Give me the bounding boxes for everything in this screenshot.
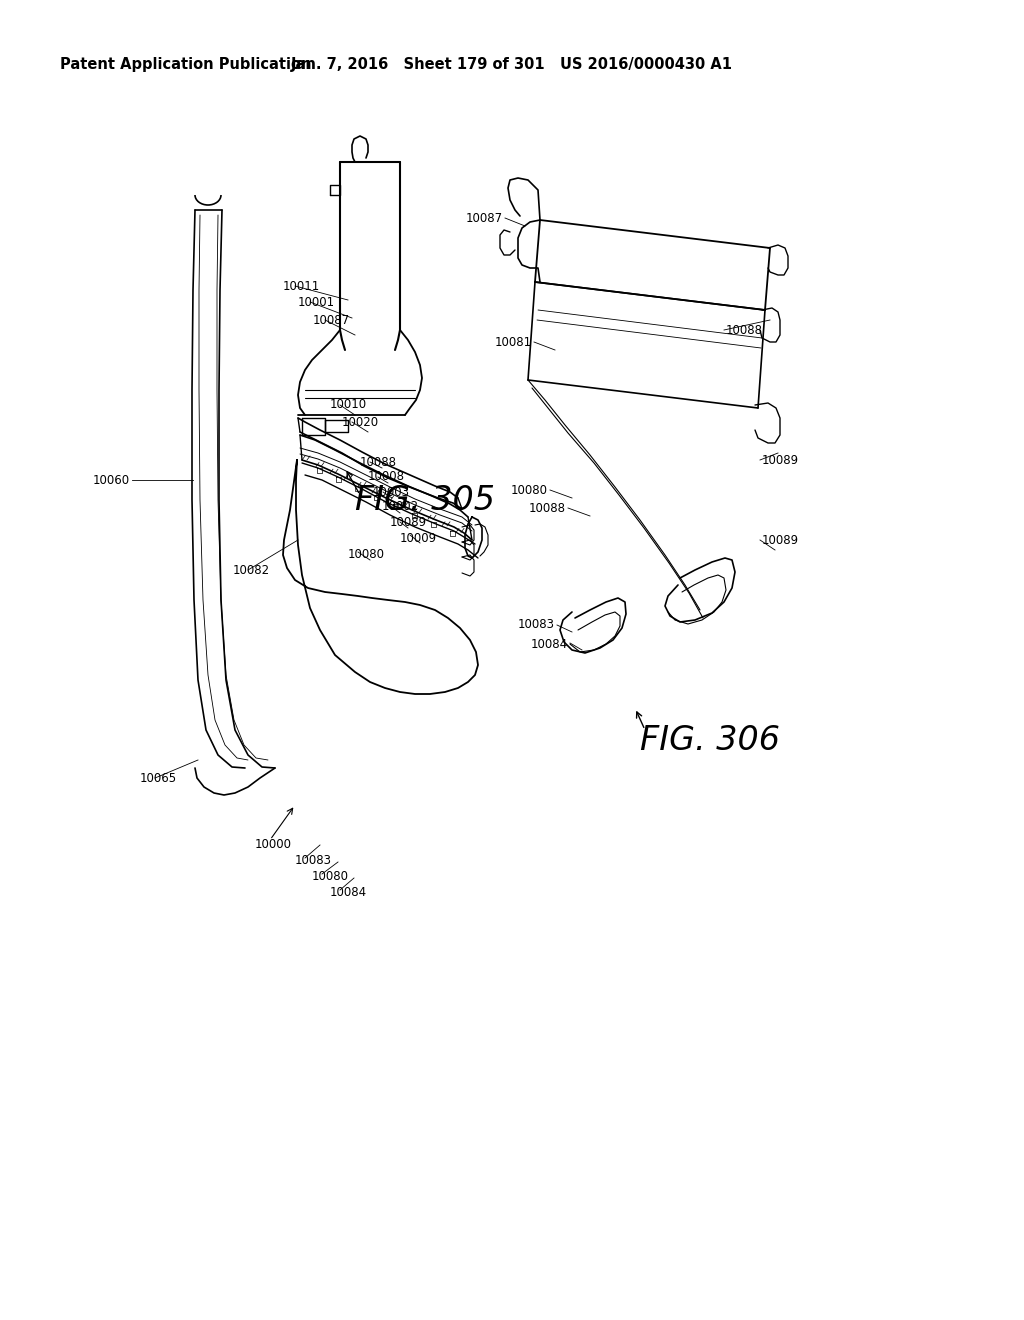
Text: FIG. 306: FIG. 306 <box>640 723 780 756</box>
Text: Jan. 7, 2016   Sheet 179 of 301   US 2016/0000430 A1: Jan. 7, 2016 Sheet 179 of 301 US 2016/00… <box>291 58 733 73</box>
Text: Patent Application Publication: Patent Application Publication <box>60 58 311 73</box>
Text: 10089: 10089 <box>390 516 427 528</box>
Text: 10002: 10002 <box>382 500 419 513</box>
Text: 10087: 10087 <box>313 314 350 326</box>
Text: 10089: 10089 <box>762 533 799 546</box>
Text: 10060: 10060 <box>93 474 130 487</box>
Text: 10083: 10083 <box>518 619 555 631</box>
Text: 10003: 10003 <box>373 486 410 499</box>
Text: 10081: 10081 <box>495 335 532 348</box>
Text: 10084: 10084 <box>330 886 368 899</box>
Text: 10088: 10088 <box>360 455 397 469</box>
Text: 10000: 10000 <box>255 838 292 851</box>
Text: 10082: 10082 <box>233 564 270 577</box>
Text: 10089: 10089 <box>762 454 799 466</box>
Text: 10084: 10084 <box>530 639 568 652</box>
Text: 10087: 10087 <box>466 211 503 224</box>
Text: 10088: 10088 <box>726 323 763 337</box>
Text: 10008: 10008 <box>368 470 406 483</box>
Text: 10088: 10088 <box>529 502 566 515</box>
Text: 10080: 10080 <box>511 483 548 496</box>
Text: 10080: 10080 <box>312 870 349 883</box>
Text: FIG. 305: FIG. 305 <box>355 483 495 516</box>
Text: 10083: 10083 <box>295 854 332 866</box>
Text: 10009: 10009 <box>400 532 437 544</box>
Text: 10065: 10065 <box>140 771 177 784</box>
Text: 10080: 10080 <box>348 549 385 561</box>
Text: 10011: 10011 <box>283 280 321 293</box>
Text: 10010: 10010 <box>330 399 368 412</box>
Text: 10001: 10001 <box>298 296 335 309</box>
Text: 10020: 10020 <box>342 416 379 429</box>
